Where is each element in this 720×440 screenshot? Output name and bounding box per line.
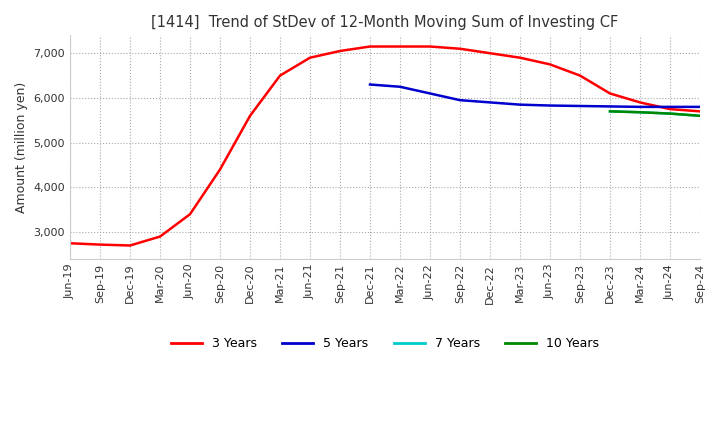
3 Years [366, 44, 374, 49]
7 Years [636, 110, 644, 115]
Line: 10 Years: 10 Years [610, 111, 720, 143]
3 Years [516, 55, 524, 60]
5 Years [366, 82, 374, 87]
5 Years [606, 104, 614, 109]
Line: 3 Years: 3 Years [70, 47, 720, 255]
3 Years [156, 234, 164, 239]
3 Years [186, 212, 194, 217]
7 Years [696, 113, 704, 118]
5 Years [636, 104, 644, 110]
7 Years [666, 111, 675, 116]
10 Years [606, 109, 614, 114]
3 Years [666, 106, 675, 112]
7 Years [606, 109, 614, 114]
Title: [1414]  Trend of StDev of 12-Month Moving Sum of Investing CF: [1414] Trend of StDev of 12-Month Moving… [151, 15, 618, 30]
3 Years [426, 44, 434, 49]
3 Years [216, 167, 225, 172]
3 Years [336, 48, 344, 54]
3 Years [636, 100, 644, 105]
3 Years [126, 243, 135, 248]
10 Years [636, 110, 644, 115]
Line: 7 Years: 7 Years [610, 111, 720, 142]
5 Years [696, 104, 704, 110]
3 Years [486, 51, 495, 56]
3 Years [306, 55, 315, 60]
3 Years [96, 242, 104, 247]
10 Years [696, 113, 704, 118]
3 Years [456, 46, 464, 51]
3 Years [606, 91, 614, 96]
5 Years [516, 102, 524, 107]
3 Years [546, 62, 554, 67]
3 Years [396, 44, 405, 49]
Legend: 3 Years, 5 Years, 7 Years, 10 Years: 3 Years, 5 Years, 7 Years, 10 Years [166, 332, 604, 355]
3 Years [276, 73, 284, 78]
3 Years [246, 113, 254, 118]
5 Years [426, 91, 434, 96]
5 Years [546, 103, 554, 108]
3 Years [66, 241, 74, 246]
3 Years [696, 109, 704, 114]
10 Years [666, 111, 675, 116]
Line: 5 Years: 5 Years [370, 84, 720, 140]
5 Years [396, 84, 405, 89]
3 Years [576, 73, 585, 78]
5 Years [486, 100, 495, 105]
5 Years [576, 103, 585, 109]
5 Years [456, 98, 464, 103]
Y-axis label: Amount (million yen): Amount (million yen) [15, 81, 28, 213]
5 Years [666, 104, 675, 110]
